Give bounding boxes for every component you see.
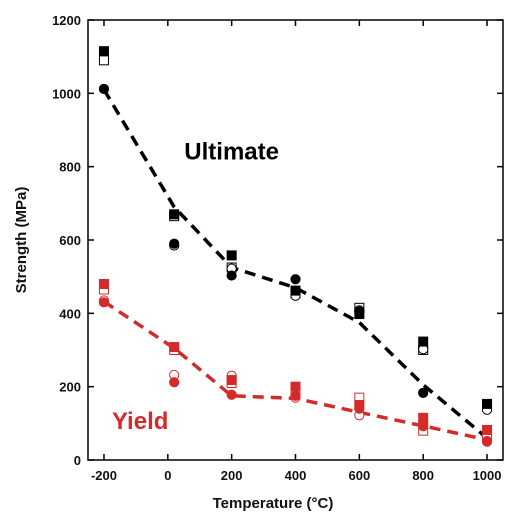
ultimate-filled-circle-point <box>354 306 365 317</box>
ultimate-filled-circle-point <box>418 387 429 398</box>
ultimate-open-square-point <box>98 55 109 66</box>
yield-filled-square-point <box>290 381 301 392</box>
ultimate-trend-line <box>102 88 489 440</box>
y-tick-label: 400 <box>59 306 81 321</box>
yield-filled-square-point <box>169 342 180 353</box>
yield-filled-circle-point <box>169 377 180 388</box>
y-tick-label: 1000 <box>52 86 81 101</box>
ultimate-filled-circle-point <box>98 83 110 95</box>
ultimate-filled-circle-point <box>169 238 180 249</box>
yield-filled-circle-point <box>98 297 110 308</box>
ultimate-filled-square-point <box>418 336 429 347</box>
annotation-ultimate: Ultimate <box>184 138 279 165</box>
x-axis-title: Temperature (°C) <box>213 495 334 512</box>
yield-filled-square-point <box>226 375 237 386</box>
y-tick-label: 600 <box>59 233 81 248</box>
ultimate-filled-circle-point <box>290 274 301 285</box>
x-tick-label: 1000 <box>473 468 502 483</box>
y-tick-label: 0 <box>74 453 81 468</box>
yield-filled-square-point <box>482 424 493 435</box>
annotation-yield: Yield <box>112 408 168 435</box>
ultimate-filled-square-point <box>482 398 493 409</box>
ultimate-filled-square-point <box>169 209 180 220</box>
yield-filled-circle-point <box>226 389 237 400</box>
ultimate-filled-circle-point <box>226 270 237 281</box>
yield-filled-circle-point <box>290 390 301 401</box>
ultimate-filled-square-point <box>226 250 237 261</box>
x-tick-label: 400 <box>285 468 307 483</box>
yield-filled-circle-point <box>354 403 365 414</box>
x-tick-label: 200 <box>221 468 243 483</box>
yield-filled-circle-point <box>418 421 429 432</box>
yield-filled-circle-point <box>481 435 493 447</box>
axes: -200 0 200 400 600 800 1000 0 200 400 600 800 1000 12… <box>52 13 503 483</box>
data-markers <box>98 46 493 447</box>
y-tick-label: 800 <box>59 160 81 175</box>
ultimate-filled-square-point <box>290 285 301 296</box>
yield-filled-square-point <box>98 279 109 289</box>
x-tick-label: 0 <box>164 468 171 483</box>
y-tick-label: 1200 <box>52 13 81 28</box>
y-axis-title: Strength (MPa) <box>13 187 30 294</box>
yield-filled-square-point <box>418 412 429 423</box>
x-tick-label: 800 <box>412 468 434 483</box>
ultimate-filled-square-point <box>98 46 109 57</box>
x-tick-label: -200 <box>91 468 117 483</box>
x-tick-label: 600 <box>348 468 370 483</box>
y-tick-label: 200 <box>59 380 81 395</box>
